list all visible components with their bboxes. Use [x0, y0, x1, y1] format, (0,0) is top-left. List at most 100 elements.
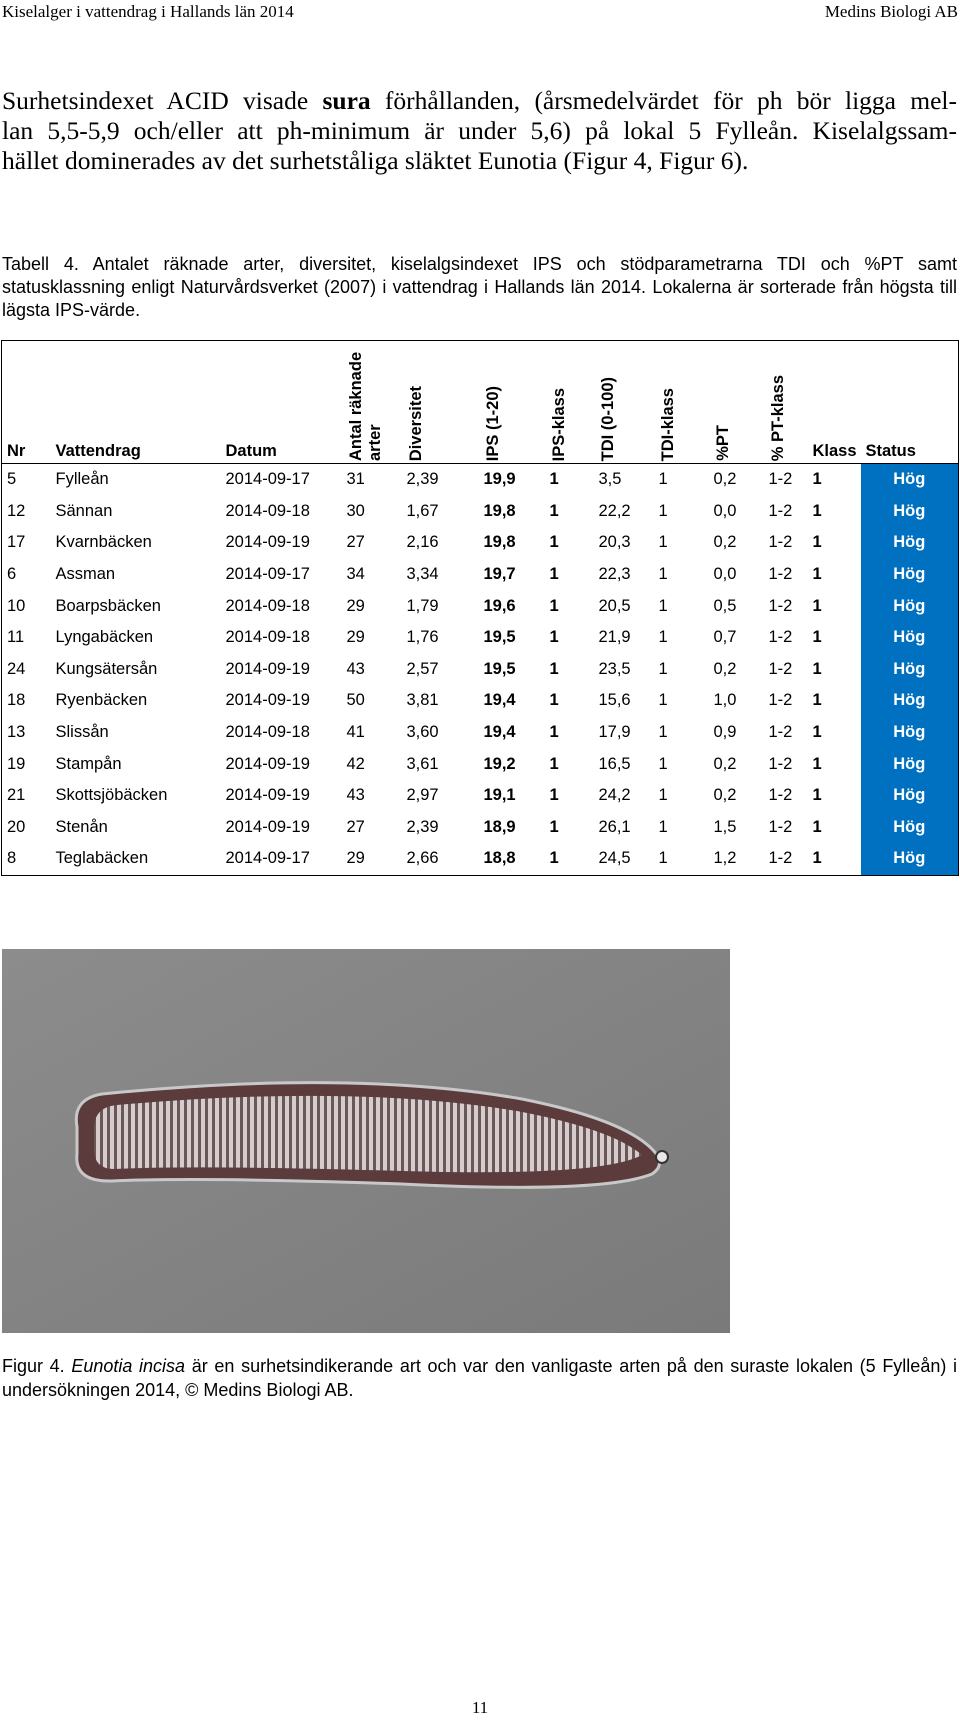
table-cell: Lyngabäcken: [55, 628, 154, 647]
table-cell: Ryenbäcken: [55, 691, 148, 710]
table-cell: 1: [812, 501, 822, 520]
table-cell: Kvarnbäcken: [55, 533, 152, 552]
table-cell: Teglabäcken: [55, 849, 149, 868]
table-cell: 1: [658, 501, 668, 520]
table-cell: 29: [346, 596, 365, 615]
table-cell: 1: [549, 723, 559, 742]
table-row: 5 Fylleån 2014-09-17 31 2,39 19,9 1 3,5 1 0,2 1-2 1…: [2, 463, 959, 496]
table-cell: 1: [658, 754, 668, 773]
header-text: Diversitet: [406, 385, 425, 461]
table-cell: 19,5: [483, 659, 516, 678]
table-cell: 50: [346, 691, 365, 710]
table-cell: 22,3: [598, 565, 631, 584]
table-cell: 1: [549, 786, 559, 805]
table-cell: 1-2: [768, 817, 793, 836]
table-cell: 1: [658, 628, 668, 647]
table-cell: 1-2: [768, 596, 793, 615]
table-cell: 21: [7, 786, 26, 805]
status-cell: Hög: [860, 558, 959, 591]
table-cell: 0,2: [713, 659, 737, 678]
table-cell: 1: [658, 786, 668, 805]
table-cell: Fylleån: [55, 470, 109, 489]
table-cell: 1: [812, 596, 822, 615]
table-cell: 0,9: [713, 723, 737, 742]
table-cell: 17,9: [598, 723, 631, 742]
table-cell: 1-2: [768, 849, 793, 868]
column-header: IPS-klass: [544, 340, 594, 464]
table-cell: 2,97: [406, 786, 439, 805]
column-header: Klass: [807, 340, 861, 464]
table-cell: 30: [346, 501, 365, 520]
column-header: Diversitet: [401, 340, 479, 464]
column-header: Nr: [1, 340, 51, 464]
table-cell: 2014-09-19: [225, 659, 310, 678]
table-cell: 12: [7, 501, 26, 520]
table-cell: 13: [7, 723, 26, 742]
column-header: Datum: [220, 340, 342, 464]
table-cell: 2,66: [406, 849, 439, 868]
table-cell: 1: [812, 659, 822, 678]
bold-text: sura: [322, 86, 371, 115]
table-cell: 1: [658, 849, 668, 868]
status-cell: Hög: [860, 621, 959, 654]
table-cell: 2,57: [406, 659, 439, 678]
status-cell: Hög: [860, 811, 959, 844]
header-text: Klass: [812, 442, 857, 460]
table-row: 13 Slissån 2014-09-18 41 3,60 19,4 1 17,9 1 0,9 1-…: [2, 716, 959, 749]
table-cell: 2014-09-18: [225, 501, 310, 520]
header-text: Status: [865, 442, 916, 460]
text: är en surhetsindikerande art och var den…: [2, 1356, 957, 1400]
status-cell: Hög: [860, 495, 959, 528]
table-cell: 1-2: [768, 470, 793, 489]
table-row: 12 Sännan 2014-09-18 30 1,67 19,8 1 22,2 1 0,0 1-2…: [2, 495, 959, 528]
table-cell: 1-2: [768, 628, 793, 647]
table-cell: 1: [549, 596, 559, 615]
header-text: % PT-klass: [768, 374, 787, 461]
table-cell: 3,34: [406, 565, 439, 584]
column-header: Status: [860, 340, 959, 464]
table-cell: 18: [7, 691, 26, 710]
header-text: TDI-klass: [658, 387, 677, 461]
table-cell: 1: [812, 691, 822, 710]
header-text: Datum: [225, 442, 277, 460]
table-cell: Kungsätersån: [55, 659, 158, 678]
table-cell: 41: [346, 723, 365, 742]
table-caption: Tabell 4. Antalet räknade arter, diversi…: [2, 254, 957, 320]
table-cell: 43: [346, 659, 365, 678]
table-cell: 1: [658, 723, 668, 742]
table-cell: 6: [7, 565, 17, 584]
table-cell: 26,1: [598, 817, 631, 836]
header-left: Kiselalger i vattendrag i Hallands län 2…: [2, 2, 294, 21]
table-cell: 20,5: [598, 596, 631, 615]
table-cell: 42: [346, 754, 365, 773]
table-cell: 27: [346, 817, 365, 836]
table-cell: 18,8: [483, 849, 516, 868]
header-text: Antal räknade arter: [346, 351, 384, 461]
table-row: 18 Ryenbäcken 2014-09-19 50 3,81 19,4 1 15,6 1 1,…: [2, 685, 959, 717]
table-cell: Skottsjöbäcken: [55, 786, 168, 805]
table-cell: 1: [549, 533, 559, 552]
table-cell: 2014-09-19: [225, 817, 310, 836]
table-cell: 1: [549, 565, 559, 584]
figure-caption: Figur 4. Eunotia incisa är en surhetsind…: [2, 1354, 957, 1402]
table-cell: 1: [658, 817, 668, 836]
text: Figur 4.: [2, 1356, 72, 1376]
table-cell: 0,2: [713, 533, 737, 552]
text: hället dominerades av det surhetståliga …: [2, 146, 749, 175]
status-cell: Hög: [860, 843, 959, 876]
table-cell: 19,4: [483, 691, 516, 710]
column-header: IPS (1-20): [478, 340, 545, 464]
table-cell: 34: [346, 565, 365, 584]
table-cell: 0,2: [713, 754, 737, 773]
table-cell: 1,5: [713, 817, 737, 836]
table-cell: 3,61: [406, 754, 439, 773]
table-cell: 1-2: [768, 565, 793, 584]
table-cell: 2014-09-17: [225, 849, 310, 868]
status-cell: Hög: [860, 590, 959, 622]
table-cell: 2014-09-19: [225, 691, 310, 710]
table-cell: 1: [658, 565, 668, 584]
table-cell: 1-2: [768, 501, 793, 520]
table-cell: 1-2: [768, 659, 793, 678]
column-header: % PT-klass: [763, 340, 808, 464]
header-right: Medins Biologi AB: [824, 2, 958, 21]
